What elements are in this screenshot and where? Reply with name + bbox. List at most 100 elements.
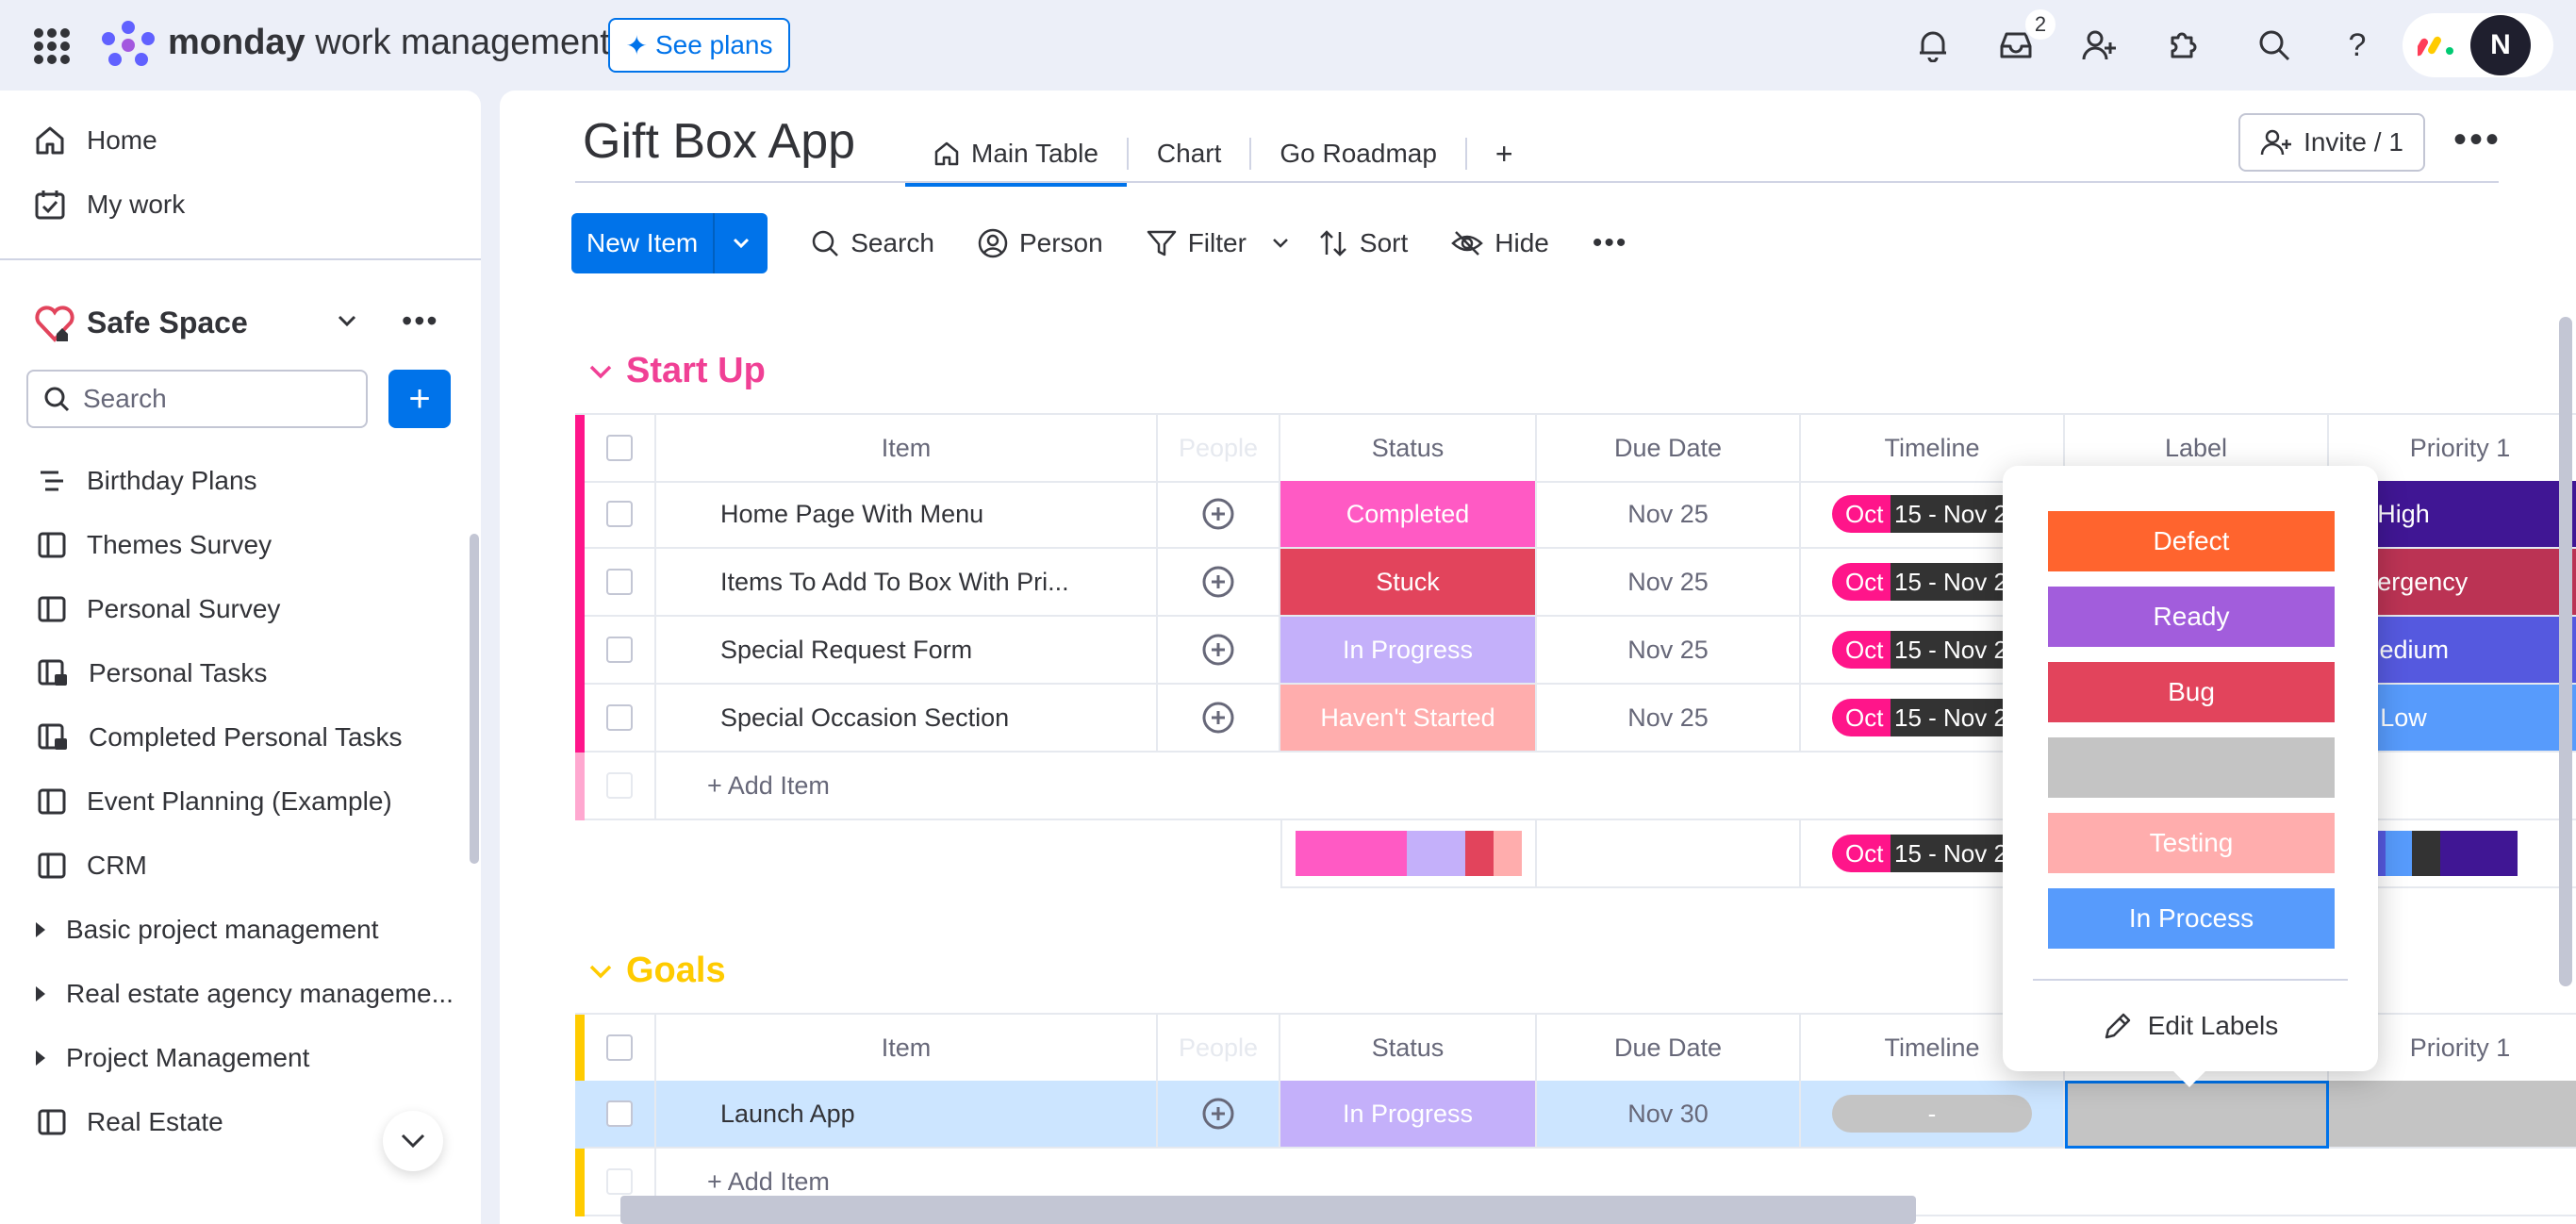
sidebar-item-real-estate[interactable]: Real Estate — [38, 1096, 223, 1149]
new-item-button[interactable]: New Item — [571, 213, 768, 273]
apps-marketplace-icon[interactable] — [2161, 25, 2203, 66]
row-checkbox[interactable] — [585, 549, 656, 617]
column-header-item[interactable]: Item — [656, 1015, 1158, 1083]
status-cell[interactable]: In Progress — [1280, 1081, 1537, 1149]
add-person-icon[interactable] — [1158, 617, 1280, 685]
group-collapse-icon[interactable] — [588, 964, 613, 981]
column-header-timeline[interactable]: Timeline — [1801, 415, 2065, 483]
horizontal-scrollbar[interactable] — [620, 1196, 1916, 1224]
label-cell-selected[interactable] — [2065, 1081, 2329, 1149]
column-header-status[interactable]: Status — [1280, 1015, 1537, 1083]
help-icon[interactable]: ? — [2348, 26, 2367, 63]
status-cell[interactable]: Completed — [1280, 481, 1537, 549]
sidebar-item-personal-tasks[interactable]: Personal Tasks — [38, 647, 267, 700]
group-title-start-up[interactable]: Start Up — [626, 351, 766, 390]
item-name[interactable]: Launch App — [656, 1081, 1158, 1149]
invite-button[interactable]: Invite / 1 — [2238, 113, 2425, 172]
filter-button[interactable]: Filter — [1147, 228, 1290, 258]
person-filter-button[interactable]: Person — [978, 228, 1103, 258]
sidebar-folder-project-management[interactable]: Project Management — [36, 1032, 309, 1084]
due-date-cell[interactable]: Nov 25 — [1537, 617, 1801, 685]
add-person-icon[interactable] — [1158, 1081, 1280, 1149]
group-title-goals[interactable]: Goals — [626, 951, 726, 990]
timeline-cell[interactable]: - — [1801, 1081, 2065, 1149]
due-date-cell[interactable]: Nov 30 — [1537, 1081, 1801, 1149]
search-icon[interactable] — [2254, 25, 2295, 66]
sort-button[interactable]: Sort — [1318, 228, 1408, 258]
status-cell[interactable]: Stuck — [1280, 549, 1537, 617]
board-title[interactable]: Gift Box App — [583, 114, 856, 169]
inbox-icon[interactable] — [1995, 25, 2037, 66]
label-option-bug[interactable]: Bug — [2048, 662, 2335, 722]
column-header-people[interactable]: People — [1158, 1015, 1280, 1083]
add-item-input[interactable]: + Add Item — [656, 753, 2576, 820]
vertical-scrollbar[interactable] — [2559, 317, 2572, 986]
toolbar-more-icon[interactable]: ••• — [1592, 227, 1628, 258]
status-cell[interactable]: Haven't Started — [1280, 685, 1537, 753]
workspace-selector[interactable]: Safe Space ••• — [34, 296, 449, 349]
add-person-icon[interactable] — [1158, 549, 1280, 617]
label-option-defect[interactable]: Defect — [2048, 511, 2335, 571]
sidebar-item-event-planning[interactable]: Event Planning (Example) — [38, 775, 392, 828]
workspace-more-icon[interactable]: ••• — [402, 304, 439, 338]
tab-go-roadmap[interactable]: Go Roadmap — [1280, 139, 1437, 168]
column-header-status[interactable]: Status — [1280, 415, 1537, 483]
add-item-row[interactable]: + Add Item — [575, 753, 2576, 820]
item-name[interactable]: Home Page With Menu — [656, 481, 1158, 549]
tab-chart[interactable]: Chart — [1156, 139, 1222, 168]
due-date-cell[interactable]: Nov 25 — [1537, 481, 1801, 549]
label-option-testing[interactable]: Testing — [2048, 813, 2335, 873]
user-avatar[interactable]: N — [2470, 15, 2531, 75]
label-option-empty[interactable] — [2048, 737, 2335, 798]
group-collapse-icon[interactable] — [588, 364, 613, 381]
add-board-button[interactable]: + — [388, 370, 451, 428]
label-option-ready[interactable]: Ready — [2048, 587, 2335, 647]
board-more-icon[interactable]: ••• — [2453, 119, 2502, 160]
status-cell[interactable]: In Progress — [1280, 617, 1537, 685]
item-name[interactable]: Special Occasion Section — [656, 685, 1158, 753]
sidebar-item-personal-survey[interactable]: Personal Survey — [38, 583, 280, 636]
sidebar-folder-basic-project-management[interactable]: Basic project management — [36, 903, 379, 956]
chevron-down-icon[interactable] — [336, 309, 358, 332]
column-header-due-date[interactable]: Due Date — [1537, 1015, 1801, 1083]
tab-main-table[interactable]: Main Table — [905, 126, 1127, 187]
chevron-down-icon[interactable] — [1271, 237, 1290, 250]
apps-grid-icon[interactable] — [34, 28, 70, 64]
bell-icon[interactable] — [1912, 25, 1954, 66]
row-checkbox[interactable] — [585, 1081, 656, 1149]
sidebar-search-input[interactable]: Search — [26, 370, 368, 428]
due-date-cell[interactable]: Nov 25 — [1537, 685, 1801, 753]
new-item-dropdown-icon[interactable] — [715, 213, 768, 273]
sidebar-scroll-down-button[interactable] — [383, 1111, 443, 1171]
item-name[interactable]: Items To Add To Box With Pri... — [656, 549, 1158, 617]
item-name[interactable]: Special Request Form — [656, 617, 1158, 685]
priority-cell[interactable] — [2329, 1081, 2576, 1149]
status-summary[interactable] — [1280, 820, 1537, 888]
sidebar-home[interactable]: Home — [34, 124, 157, 157]
row-checkbox[interactable] — [585, 481, 656, 549]
table-row[interactable]: Launch App In Progress Nov 30 - — [575, 1081, 2576, 1149]
see-plans-button[interactable]: ✦ See plans — [608, 18, 790, 73]
select-all-checkbox[interactable] — [585, 1015, 656, 1083]
due-date-cell[interactable]: Nov 25 — [1537, 549, 1801, 617]
sidebar-item-completed-personal-tasks[interactable]: Completed Personal Tasks — [38, 711, 403, 764]
column-header-due-date[interactable]: Due Date — [1537, 415, 1801, 483]
select-all-checkbox[interactable] — [585, 415, 656, 483]
label-option-in-process[interactable]: In Process — [2048, 888, 2335, 949]
search-button[interactable]: Search — [811, 228, 934, 258]
add-person-icon[interactable] — [1158, 481, 1280, 549]
row-checkbox[interactable] — [585, 617, 656, 685]
add-person-icon[interactable] — [1158, 685, 1280, 753]
edit-labels-button[interactable]: Edit Labels — [2003, 1001, 2378, 1050]
invite-members-icon[interactable] — [2078, 25, 2120, 66]
row-checkbox[interactable] — [585, 685, 656, 753]
sidebar-item-birthday-plans[interactable]: Birthday Plans — [38, 455, 257, 507]
sidebar-my-work[interactable]: My work — [34, 189, 185, 221]
sidebar-item-crm[interactable]: CRM — [38, 839, 147, 892]
add-view-button[interactable]: + — [1494, 136, 1513, 171]
column-header-item[interactable]: Item — [656, 415, 1158, 483]
column-header-people[interactable]: People — [1158, 415, 1280, 483]
sidebar-scrollbar[interactable] — [470, 534, 479, 864]
sidebar-folder-real-estate-agency[interactable]: Real estate agency manageme... — [36, 968, 454, 1020]
sidebar-item-themes-survey[interactable]: Themes Survey — [38, 519, 272, 571]
